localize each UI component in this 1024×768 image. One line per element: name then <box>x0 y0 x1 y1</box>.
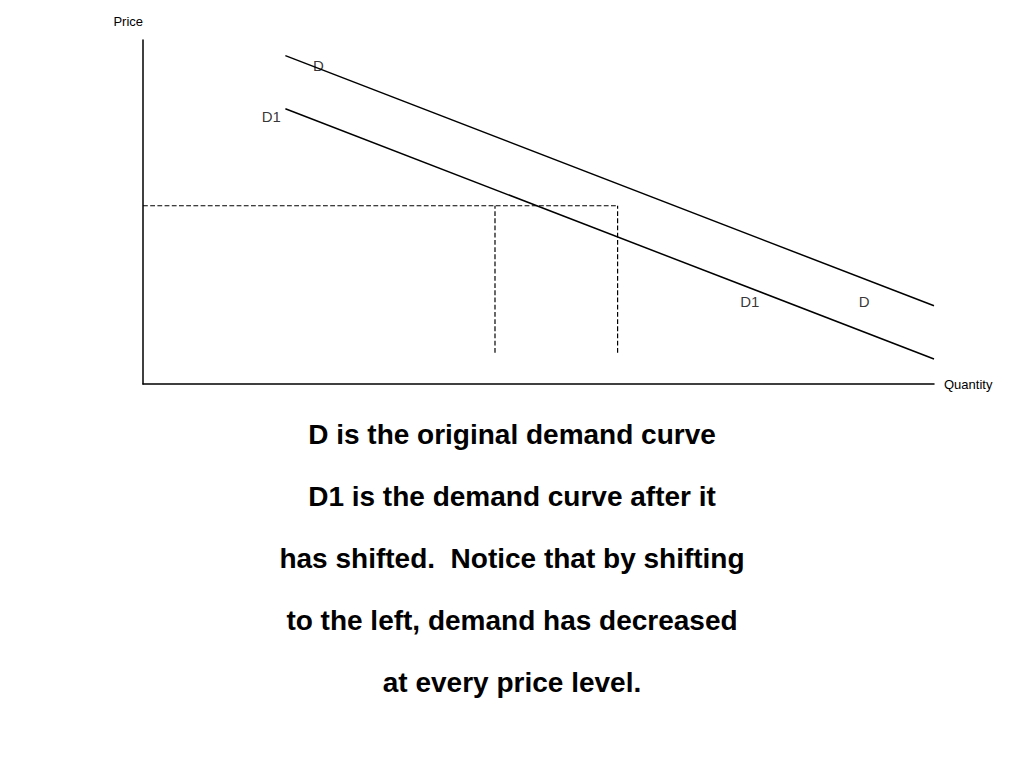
svg-text:Quantity: Quantity <box>944 377 993 392</box>
svg-text:D1: D1 <box>740 293 759 310</box>
svg-text:to the left, demand has decrea: to the left, demand has decreased <box>286 605 737 636</box>
svg-text:D: D <box>859 293 870 310</box>
svg-text:has shifted. Notice that by s: has shifted. Notice that by shifting <box>279 543 744 574</box>
svg-text:D1 is the demand curve after i: D1 is the demand curve after it <box>308 481 716 512</box>
svg-text:D is the original demand curve: D is the original demand curve <box>308 419 716 450</box>
svg-text:D1: D1 <box>262 108 281 125</box>
svg-text:at every price level.: at every price level. <box>383 667 641 698</box>
svg-text:Price: Price <box>113 14 143 29</box>
svg-text:D: D <box>313 57 324 74</box>
